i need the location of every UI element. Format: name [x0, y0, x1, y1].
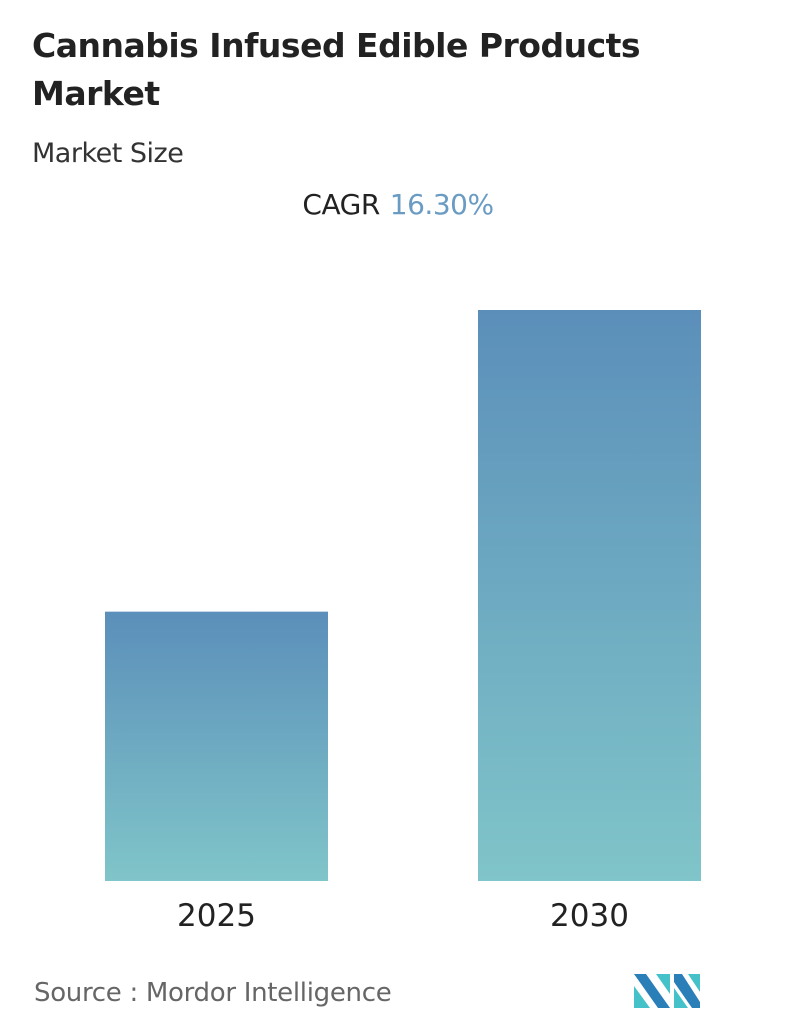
bar-2025: [105, 611, 328, 881]
bar-2030: [478, 310, 701, 881]
x-tick-label: 2030: [550, 898, 629, 934]
chart-title: Cannabis Infused Edible Products Market: [32, 26, 641, 113]
cagr-readout: CAGR 16.30%: [0, 188, 796, 221]
cagr-label: CAGR: [302, 188, 380, 221]
bar-chart: 2025 2030: [105, 310, 701, 934]
x-tick-label: 2025: [177, 898, 256, 934]
chart-subtitle: Market Size: [32, 138, 184, 169]
source-text: Source : Mordor Intelligence: [34, 978, 392, 1008]
cagr-value: 16.30%: [389, 188, 494, 221]
mordor-logo-icon: [634, 974, 700, 1008]
